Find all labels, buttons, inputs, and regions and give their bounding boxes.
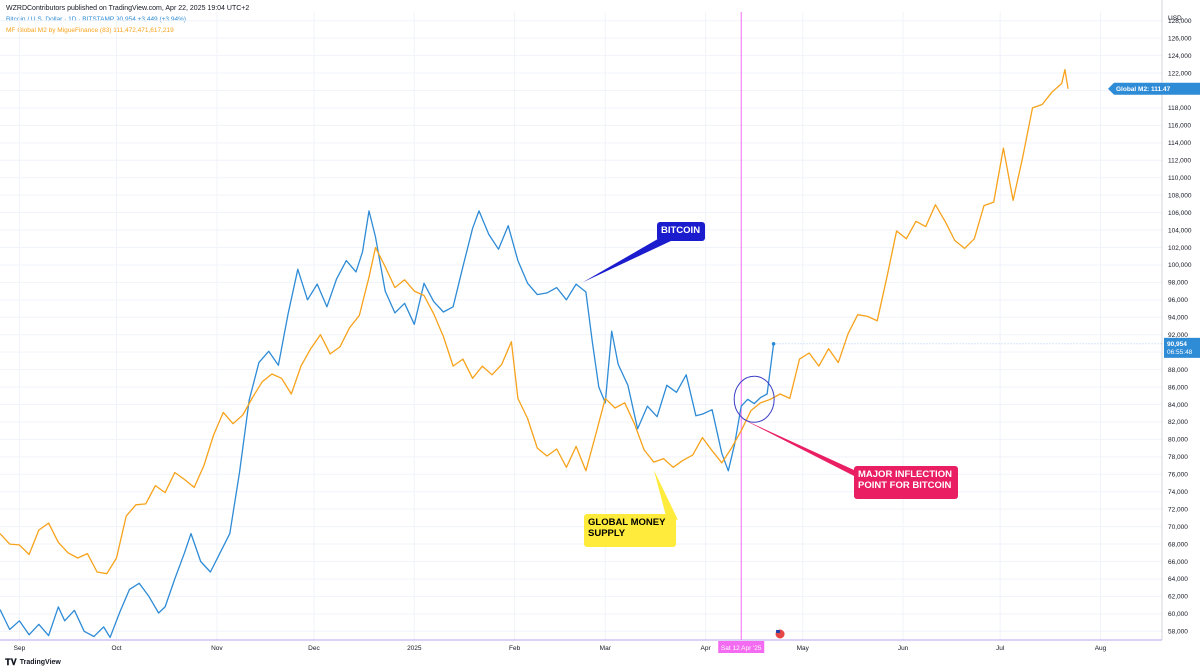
bitcoin-label-text: BITCOIN bbox=[661, 225, 700, 236]
m2-pointer bbox=[653, 469, 678, 520]
y-tick-label: 114,000 bbox=[1168, 140, 1191, 147]
vertical-marker-label: Sat 12 Apr '25 bbox=[721, 645, 762, 652]
highlight-circle bbox=[733, 375, 775, 423]
y-tick-label: 106,000 bbox=[1168, 210, 1192, 217]
x-tick-label: Apr bbox=[701, 645, 712, 652]
y-tick-label: 74,000 bbox=[1168, 489, 1188, 496]
chart-grid bbox=[0, 12, 1162, 640]
price-axis: 128,000126,000124,000122,000120,000118,0… bbox=[1161, 0, 1192, 640]
bitcoin-label-box bbox=[657, 222, 705, 241]
major-inflection-label-text: MAJOR INFLECTION bbox=[858, 469, 952, 480]
global-m2-label-arrow bbox=[1108, 82, 1114, 95]
y-tick-label: 100,000 bbox=[1168, 262, 1192, 269]
y-tick-label: 124,000 bbox=[1168, 53, 1192, 60]
series-lines bbox=[0, 68, 1162, 639]
x-tick-label: Feb bbox=[509, 645, 521, 652]
y-tick-label: 88,000 bbox=[1168, 367, 1188, 374]
x-tick-label: Aug bbox=[1095, 645, 1107, 652]
y-tick-label: 86,000 bbox=[1168, 384, 1188, 391]
y-tick-label: 60,000 bbox=[1168, 611, 1188, 618]
y-tick-label: 118,000 bbox=[1168, 105, 1191, 112]
y-tick-label: 110,000 bbox=[1168, 175, 1191, 182]
y-tick-label: 104,000 bbox=[1168, 227, 1192, 234]
global-m2-series-line bbox=[0, 68, 1069, 575]
x-tick-label: Dec bbox=[308, 645, 320, 652]
bitcoin-series-line bbox=[0, 210, 775, 639]
x-tick-label: Oct bbox=[111, 645, 121, 652]
y-tick-label: 92,000 bbox=[1168, 332, 1188, 339]
y-tick-label: 122,000 bbox=[1168, 70, 1192, 77]
tradingview-logo[interactable]: 𝐓𝐕 TradingView bbox=[5, 657, 61, 668]
legend-bitcoin[interactable]: Bitcoin / U.S. Dollar · 1D · BITSTAMP 90… bbox=[6, 16, 187, 23]
y-tick-label: 72,000 bbox=[1168, 506, 1188, 513]
x-tick-label: Sep bbox=[14, 645, 26, 652]
y-tick-label: 94,000 bbox=[1168, 315, 1188, 322]
y-tick-label: 80,000 bbox=[1168, 437, 1188, 444]
y-tick-label: 116,000 bbox=[1168, 123, 1191, 130]
y-tick-label: 82,000 bbox=[1168, 419, 1188, 426]
y-tick-label: 128,000 bbox=[1168, 18, 1192, 25]
x-tick-label: Jun bbox=[898, 645, 909, 652]
legend: Bitcoin / U.S. Dollar · 1D · BITSTAMP 90… bbox=[6, 14, 186, 36]
y-tick-label: 96,000 bbox=[1168, 297, 1188, 304]
y-tick-label: 102,000 bbox=[1168, 245, 1192, 252]
date-marker: Sat 12 Apr '25 bbox=[718, 12, 786, 653]
y-tick-label: 98,000 bbox=[1168, 280, 1188, 287]
global-money-supply-label-box bbox=[584, 514, 676, 547]
bitcoin-last-value-bg bbox=[1164, 337, 1200, 358]
time-axis: Sep Oct Nov Dec 2025 Feb Mar Apr May Jun Jul Aug bbox=[0, 639, 1162, 652]
global-m2-label-bg bbox=[1114, 82, 1200, 95]
y-tick-label: 84,000 bbox=[1168, 402, 1188, 409]
y-tick-label: 108,000 bbox=[1168, 192, 1192, 199]
vertical-marker-label-bg bbox=[718, 641, 765, 653]
tradingview-logo-text: TradingView bbox=[19, 659, 61, 666]
y-tick-label: 64,000 bbox=[1168, 576, 1188, 583]
major-inflection-label-text: POINT FOR BITCOIN bbox=[858, 480, 952, 491]
inflection-pointer bbox=[741, 418, 858, 478]
x-tick-label: Mar bbox=[600, 645, 612, 652]
x-tick-label: Jul bbox=[996, 645, 1005, 652]
y-tick-label: 62,000 bbox=[1168, 594, 1188, 601]
x-tick-label: 2025 bbox=[407, 645, 422, 652]
bitcoin-countdown: 06:55:48 bbox=[1167, 349, 1193, 356]
global-money-supply-label-text: SUPPLY bbox=[588, 528, 626, 539]
y-axis-unit: USD bbox=[1168, 15, 1182, 22]
y-tick-label: 70,000 bbox=[1168, 524, 1188, 531]
legend-global-m2[interactable]: MF Global M2 by MigueFinance (83) 111,47… bbox=[6, 27, 174, 34]
publish-info: WZRDContributors published on TradingVie… bbox=[6, 5, 250, 12]
y-tick-label: 68,000 bbox=[1168, 541, 1188, 548]
y-tick-label: 78,000 bbox=[1168, 454, 1188, 461]
y-tick-label: 76,000 bbox=[1168, 472, 1188, 479]
global-money-supply-label-text: GLOBAL MONEY bbox=[588, 517, 666, 528]
x-tick-label: Nov bbox=[211, 645, 223, 652]
major-inflection-label-box bbox=[854, 466, 958, 499]
y-tick-label: 58,000 bbox=[1168, 629, 1188, 636]
y-tick-label: 126,000 bbox=[1168, 35, 1192, 42]
global-m2-label: Global M2: 111.47 bbox=[1116, 86, 1171, 93]
bitcoin-pointer bbox=[582, 236, 673, 283]
tradingview-logo-icon: 𝐓𝐕 bbox=[5, 657, 17, 667]
us-flag-canton bbox=[776, 630, 781, 633]
bitcoin-last-price: 90,954 bbox=[1167, 341, 1187, 348]
y-tick-label: 66,000 bbox=[1168, 559, 1188, 566]
y-tick-label: 112,000 bbox=[1168, 158, 1191, 165]
x-tick-label: May bbox=[797, 645, 810, 652]
